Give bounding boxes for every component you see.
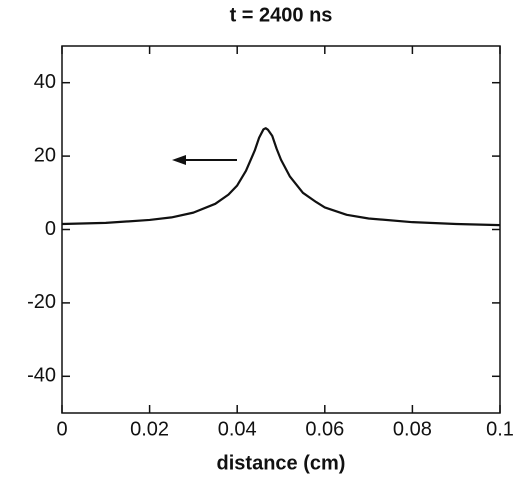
y-tick-label: 40 [34,71,56,93]
x-tick-label: 0 [56,418,67,440]
y-tick-label: -40 [27,365,56,387]
x-tick-label: 0.1 [486,418,514,440]
y-tick-label: 20 [34,144,56,166]
data-line [61,127,501,227]
x-tick-label: 0.08 [393,418,432,440]
y-tick-label: 0 [45,218,56,240]
x-tick-label: 0.06 [305,418,344,440]
x-axis-label: distance (cm) [217,452,346,474]
chart-title: t = 2400 ns [230,4,333,26]
arrow [172,155,237,165]
plot-frame [61,45,501,414]
y-tick-label: -20 [27,291,56,313]
x-tick-label: 0.02 [130,418,169,440]
x-tick-label: 0.04 [218,418,257,440]
